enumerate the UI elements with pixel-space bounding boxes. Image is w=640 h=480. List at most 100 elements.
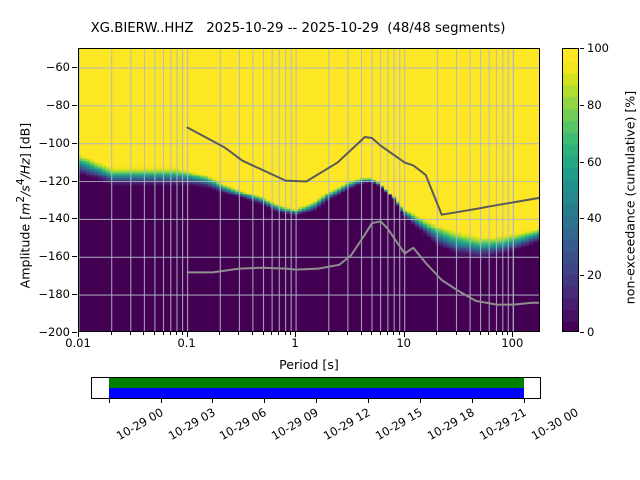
x-tick-minor	[169, 332, 171, 335]
colorbar-tick	[580, 275, 584, 277]
y-tick	[72, 332, 77, 334]
x-tick-minor	[162, 332, 164, 335]
y-tick-label: −180	[38, 287, 70, 302]
x-tick-minor	[360, 332, 362, 335]
timeline-tick-label: 10-29 12	[321, 405, 373, 443]
y-tick-label: −60	[45, 59, 70, 74]
x-tick-minor	[398, 332, 400, 335]
y-tick	[72, 104, 77, 106]
y-tick-label: −200	[38, 325, 70, 339]
timeline-tick-label: 10-29 21	[476, 405, 529, 443]
colorbar-gradient	[563, 49, 578, 331]
x-tick-minor	[284, 332, 286, 335]
y-tick-label: −160	[38, 249, 70, 264]
y-tick	[72, 142, 77, 144]
x-tick-minor	[495, 332, 497, 335]
timeline-tick	[108, 399, 110, 403]
y-tick	[72, 294, 77, 296]
x-tick-minor	[271, 332, 273, 335]
timeline-tick-label: 10-29 18	[424, 405, 477, 443]
timeline-tick-label: 10-29 09	[269, 405, 322, 443]
timeline-tick-label: 10-29 15	[373, 405, 425, 443]
coverage-band-blue	[108, 388, 524, 398]
colorbar-tick-label: 60	[587, 154, 602, 169]
x-tick-minor	[455, 332, 457, 335]
y-tick-label: −120	[38, 173, 70, 188]
ppsd-overlay	[79, 49, 539, 331]
x-tick-minor	[488, 332, 490, 335]
colorbar-tick	[580, 332, 584, 334]
x-tick-minor	[327, 332, 329, 335]
x-tick-minor	[262, 332, 264, 335]
x-tick-label: 100	[501, 336, 524, 350]
x-tick-minor	[143, 332, 145, 335]
colorbar-tick	[580, 218, 584, 220]
colorbar-tick-label: 80	[587, 97, 602, 112]
colorbar-tick-label: 100	[587, 41, 609, 55]
x-tick	[295, 332, 297, 337]
timeline-tick	[472, 399, 474, 403]
timeline-tick	[523, 399, 525, 403]
x-tick	[403, 332, 405, 337]
colorbar-tick-label: 20	[587, 268, 602, 283]
ppsd-histogram	[79, 49, 539, 331]
timeline-tick-label: 10-29 06	[217, 405, 270, 443]
x-tick-minor	[386, 332, 388, 335]
y-tick	[72, 180, 77, 182]
x-tick-minor	[251, 332, 253, 335]
x-tick-minor	[469, 332, 471, 335]
x-tick-label: 1	[291, 336, 299, 350]
x-tick-minor	[393, 332, 395, 335]
y-tick	[72, 66, 77, 68]
x-tick-label: 0.01	[65, 336, 91, 350]
y-axis-label-text: Amplitude [m2/s4/Hz] [dB]	[15, 122, 33, 289]
y-tick	[72, 256, 77, 258]
y-tick-label: −80	[45, 97, 70, 112]
x-tick-minor	[153, 332, 155, 335]
colorbar-tick	[580, 104, 584, 106]
y-tick-label: −140	[38, 211, 70, 226]
coverage-band-green	[108, 378, 524, 388]
colorbar-tick	[580, 48, 584, 50]
x-tick-minor	[507, 332, 509, 335]
x-tick-minor	[290, 332, 292, 335]
x-tick-minor	[129, 332, 131, 335]
x-tick	[512, 332, 514, 337]
timeline-tick	[160, 399, 162, 403]
x-tick-label: 0.1	[177, 336, 196, 350]
timeline-tick-label: 10-29 03	[165, 405, 218, 443]
x-tick-minor	[436, 332, 438, 335]
y-axis-label: Amplitude [m2/s4/Hz] [dB]	[0, 84, 47, 344]
colorbar-tick-label: 0	[587, 325, 595, 339]
x-tick-minor	[181, 332, 183, 335]
colorbar[interactable]	[562, 48, 579, 332]
x-tick-minor	[379, 332, 381, 335]
x-tick-minor	[278, 332, 280, 335]
x-tick-minor	[219, 332, 221, 335]
y-tick-label: −100	[38, 135, 70, 150]
y-tick	[72, 218, 77, 220]
timeline-tick	[264, 399, 266, 403]
x-axis-label: Period [s]	[279, 357, 339, 372]
x-tick	[78, 332, 80, 337]
data-coverage-timeline[interactable]	[91, 377, 541, 399]
x-tick-minor	[176, 332, 178, 335]
x-tick-label: 10	[396, 336, 412, 350]
x-tick-minor	[110, 332, 112, 335]
x-tick-minor	[479, 332, 481, 335]
x-tick-minor	[371, 332, 373, 335]
colorbar-tick	[580, 161, 584, 163]
timeline-tick	[212, 399, 214, 403]
x-tick-minor	[501, 332, 503, 335]
x-tick-minor	[238, 332, 240, 335]
timeline-tick	[316, 399, 318, 403]
x-tick-minor	[346, 332, 348, 335]
colorbar-tick-label: 40	[587, 211, 602, 226]
page-title: XG.BIERW..HHZ 2025-10-29 -- 2025-10-29 (…	[90, 21, 506, 36]
timeline-tick-label: 10-30 00	[528, 405, 581, 443]
timeline-tick-label: 10-29 00	[113, 405, 166, 443]
timeline-tick	[420, 399, 422, 403]
x-tick	[186, 332, 188, 337]
ppsd-plot-area[interactable]	[78, 48, 540, 332]
timeline-tick	[368, 399, 370, 403]
